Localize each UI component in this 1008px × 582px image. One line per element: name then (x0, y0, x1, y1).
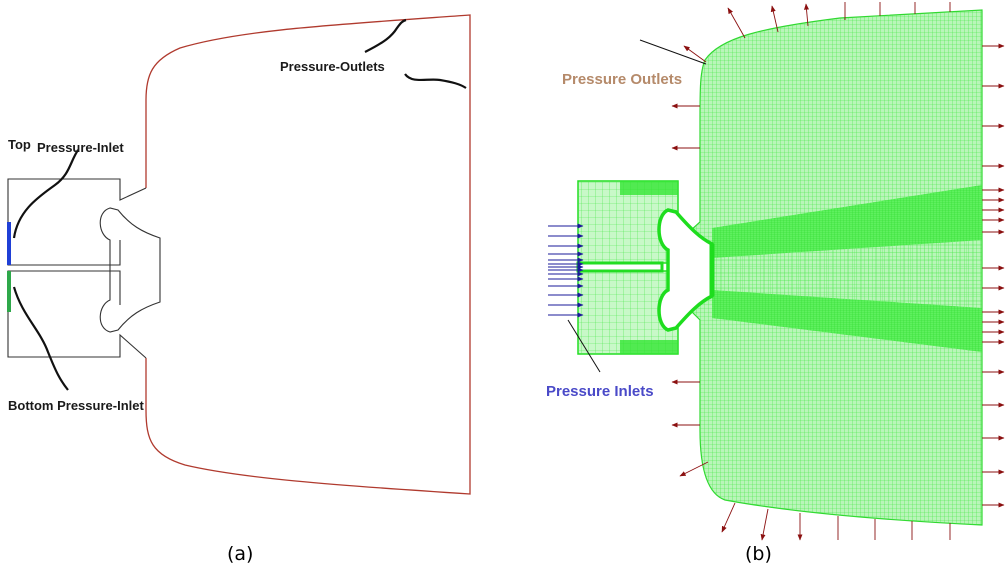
top-chamber-wall (7, 178, 147, 266)
outlet-leader-1 (364, 18, 407, 53)
top-inlet-leader (12, 149, 79, 239)
pressure-outlets-label: Pressure-Outlets (280, 59, 385, 74)
panel-b: Pressure Outlets Pressure Inlets (b) (546, 2, 1005, 565)
caption-b: (b) (745, 543, 772, 565)
outlet-boundary (145, 14, 471, 495)
jet-lower-grid (712, 290, 982, 352)
outlet-leader-2 (404, 73, 467, 89)
top-dense-band (620, 181, 678, 195)
bottom-pressure-inlet-label: Bottom Pressure-Inlet (8, 398, 144, 413)
inlet-arrows (548, 223, 584, 318)
jet-core-mesh (712, 240, 982, 308)
pressure-outlets-label-b: Pressure Outlets (562, 71, 682, 88)
caption-a: (a) (227, 543, 253, 565)
top-pressure-inlet-label: Pressure-Inlet (37, 140, 124, 155)
outlet-arrows (671, 2, 1005, 541)
pressure-inlets-label-b: Pressure Inlets (546, 383, 654, 400)
top-label: Top (8, 137, 31, 152)
outlets-leader (639, 39, 707, 65)
nozzle-body (99, 207, 161, 333)
jet-upper-grid (712, 185, 982, 258)
inlets-leader (567, 319, 601, 373)
bottom-dense-band (620, 340, 678, 354)
splitter-plate (576, 261, 664, 273)
bottom-chamber-wall (7, 270, 147, 359)
bottom-inlet-leader (12, 286, 69, 391)
panel-a: Top Pressure-Inlet Bottom Pressure-Inlet… (7, 14, 471, 565)
